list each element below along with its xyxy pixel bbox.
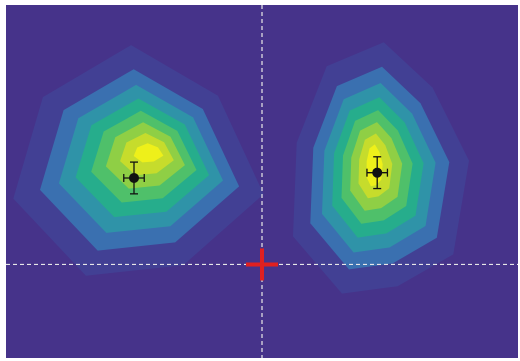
centroid-point [372,167,383,178]
centroid-markers [123,156,389,195]
intensity-blobs [13,42,469,294]
contour-level [133,143,164,163]
origin-marker [246,248,278,281]
centroid-point [129,172,139,183]
